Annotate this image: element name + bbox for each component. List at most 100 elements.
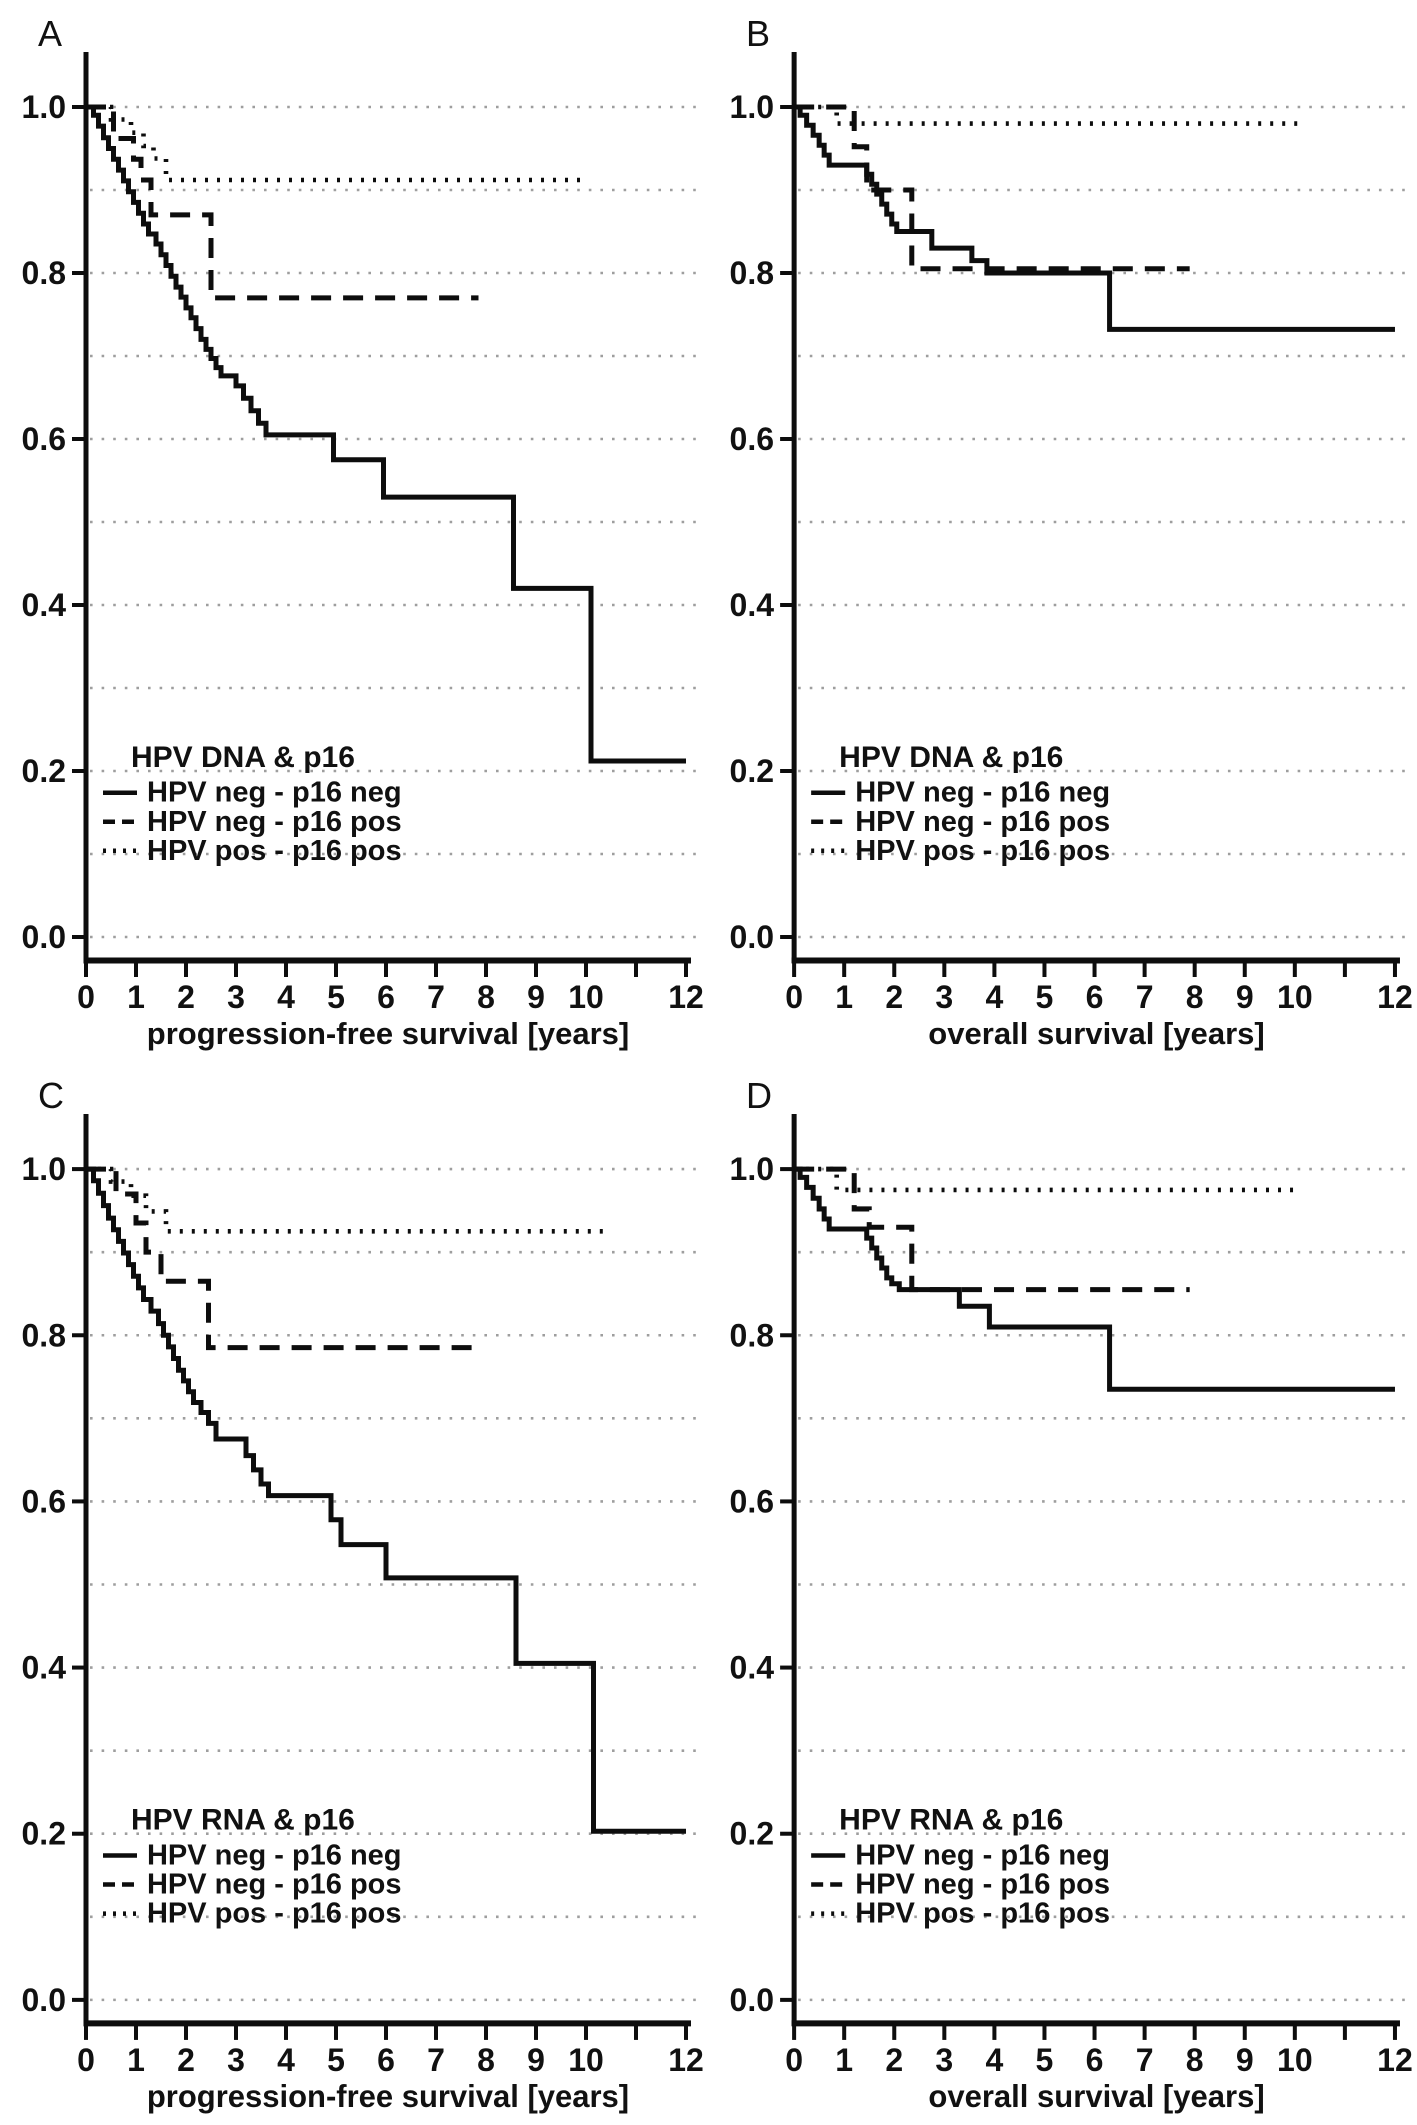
y-tick-label: 0.8 bbox=[22, 1317, 66, 1353]
panel-B-plot: 1.00.80.60.40.20.00 1 2 3 4 5 6 7 8 9 10 12overall … bbox=[730, 13, 1413, 1051]
legend-label: HPV pos - p16 pos bbox=[855, 1898, 1110, 1930]
y-tick-label: 0.2 bbox=[22, 1816, 66, 1852]
x-tick-label: 7 bbox=[427, 2042, 445, 2078]
x-tick-label: 4 bbox=[985, 979, 1003, 1015]
series-curve-hpv-neg-p16-neg bbox=[794, 104, 1395, 332]
y-tick-label: 0.0 bbox=[730, 1982, 775, 2018]
panel-A-plot: 1.00.80.60.40.20.00 1 2 3 4 5 6 7 8 9 10 12progress… bbox=[22, 13, 704, 1051]
series-curve-hpv-pos-p16-pos bbox=[86, 1166, 604, 1234]
y-tick-label: 0.6 bbox=[730, 421, 775, 457]
legend-label: HPV neg - p16 pos bbox=[147, 806, 402, 838]
series-curve-hpv-neg-p16-pos bbox=[794, 1166, 1190, 1293]
y-tick-label: 0.8 bbox=[730, 1317, 775, 1353]
x-tick-label: 3 bbox=[935, 2042, 953, 2078]
y-tick-label: 0.4 bbox=[730, 1650, 775, 1686]
series-curve-hpv-pos-p16-pos bbox=[794, 1166, 1298, 1193]
panel-letter: B bbox=[746, 13, 770, 54]
panel-letter: D bbox=[746, 1075, 772, 1116]
legend-label: HPV neg - p16 pos bbox=[855, 1869, 1110, 1901]
legend-label: HPV neg - p16 neg bbox=[855, 777, 1110, 809]
series-curve-hpv-neg-p16-pos bbox=[86, 1166, 479, 1351]
legend-title: HPV DNA & p16 bbox=[839, 741, 1063, 774]
x-tick-label: 9 bbox=[527, 2042, 545, 2078]
x-tick-label: 0 bbox=[785, 979, 803, 1015]
y-tick-label: 0.4 bbox=[22, 1650, 67, 1686]
x-tick-label: 5 bbox=[327, 979, 345, 1015]
y-tick-label: 1.0 bbox=[730, 1151, 775, 1187]
x-tick-label: 3 bbox=[935, 979, 953, 1015]
x-tick-label: 7 bbox=[427, 979, 445, 1015]
x-tick-label: 12 bbox=[1377, 979, 1413, 1015]
x-axis-title: overall survival [years] bbox=[928, 2079, 1264, 2114]
x-tick-label: 2 bbox=[177, 979, 195, 1015]
x-axis-title: progression-free survival [years] bbox=[147, 1016, 629, 1051]
legend-title: HPV DNA & p16 bbox=[131, 741, 355, 774]
legend-label: HPV neg - p16 pos bbox=[147, 1869, 401, 1901]
series-curve-hpv-neg-p16-neg bbox=[86, 1166, 686, 1834]
x-tick-label: 6 bbox=[1086, 2042, 1104, 2078]
x-tick-label: 12 bbox=[668, 979, 704, 1015]
x-tick-label: 10 bbox=[568, 979, 604, 1015]
y-tick-label: 1.0 bbox=[730, 89, 775, 125]
x-tick-label: 2 bbox=[885, 979, 903, 1015]
x-tick-label: 3 bbox=[227, 979, 245, 1015]
x-tick-label: 2 bbox=[177, 2042, 195, 2078]
legend-label: HPV pos - p16 pos bbox=[147, 1898, 401, 1930]
x-tick-label: 12 bbox=[668, 2042, 704, 2078]
y-tick-label: 0.0 bbox=[730, 919, 775, 955]
x-tick-label: 5 bbox=[327, 2042, 345, 2078]
series-curve-hpv-neg-p16-pos bbox=[794, 104, 1190, 272]
panel-A: 1.0 0.8 0.6 0.4 0.2 0.0 0 1 2 3 4 5 6 7 8 9 10 12 progress… bbox=[0, 0, 708, 1062]
x-tick-label: 8 bbox=[477, 2042, 495, 2078]
x-tick-label: 9 bbox=[1236, 979, 1254, 1015]
x-tick-label: 8 bbox=[1186, 979, 1204, 1015]
series-curve-hpv-pos-p16-pos bbox=[794, 104, 1298, 126]
x-tick-label: 10 bbox=[1277, 2042, 1313, 2078]
x-tick-label: 0 bbox=[785, 2042, 803, 2078]
series-curve-hpv-neg-p16-neg bbox=[86, 104, 686, 764]
y-tick-label: 0.6 bbox=[22, 1483, 66, 1519]
y-tick-label: 0.0 bbox=[22, 919, 66, 955]
x-tick-label: 4 bbox=[985, 2042, 1003, 2078]
x-tick-label: 9 bbox=[1236, 2042, 1254, 2078]
y-tick-label: 0.2 bbox=[22, 753, 66, 789]
legend-label: HPV neg - p16 neg bbox=[855, 1839, 1110, 1871]
panel-letter: A bbox=[38, 13, 62, 54]
panel-D: 1.0 0.8 0.6 0.4 0.2 0.0 0 1 2 3 4 5 6 7 8 9 10 12 overall … bbox=[708, 1062, 1417, 2125]
series-curve-hpv-pos-p16-pos bbox=[86, 104, 589, 183]
x-tick-label: 3 bbox=[227, 2042, 245, 2078]
y-tick-label: 1.0 bbox=[22, 1151, 66, 1187]
panel-letter: C bbox=[38, 1075, 64, 1116]
series-curve-hpv-neg-p16-neg bbox=[794, 1166, 1395, 1392]
x-tick-label: 12 bbox=[1377, 2042, 1413, 2078]
x-tick-label: 9 bbox=[527, 979, 545, 1015]
x-tick-label: 2 bbox=[885, 2042, 903, 2078]
panel-D-plot: 1.00.80.60.40.20.00 1 2 3 4 5 6 7 8 9 10 12overall … bbox=[730, 1075, 1413, 2114]
y-tick-label: 0.8 bbox=[22, 255, 66, 291]
y-tick-label: 0.6 bbox=[730, 1483, 775, 1519]
x-tick-label: 1 bbox=[835, 2042, 853, 2078]
legend-label: HPV neg - p16 neg bbox=[147, 777, 402, 809]
legend-label: HPV neg - p16 pos bbox=[855, 806, 1110, 838]
x-tick-label: 5 bbox=[1036, 979, 1054, 1015]
legend-title: HPV RNA & p16 bbox=[839, 1804, 1063, 1837]
panel-B: 1.0 0.8 0.6 0.4 0.2 0.0 0 1 2 3 4 5 6 7 8 9 10 12 overall … bbox=[708, 0, 1417, 1062]
y-tick-label: 0.2 bbox=[730, 753, 775, 789]
panel-C: 1.0 0.8 0.6 0.4 0.2 0.0 0 1 2 3 4 5 6 7 8 9 10 12 progress… bbox=[0, 1062, 708, 2125]
x-axis-title: progression-free survival [years] bbox=[147, 2079, 629, 2114]
x-tick-label: 8 bbox=[1186, 2042, 1204, 2078]
legend-title: HPV RNA & p16 bbox=[131, 1804, 355, 1837]
x-tick-label: 4 bbox=[277, 2042, 295, 2078]
x-tick-label: 6 bbox=[377, 979, 395, 1015]
x-tick-label: 5 bbox=[1036, 2042, 1054, 2078]
panel-C-plot: 1.00.80.60.40.20.00 1 2 3 4 5 6 7 8 9 10 12progress… bbox=[22, 1075, 704, 2114]
x-axis-title: overall survival [years] bbox=[928, 1016, 1264, 1051]
y-tick-label: 1.0 bbox=[22, 89, 66, 125]
y-tick-label: 0.4 bbox=[730, 587, 775, 623]
y-tick-label: 0.0 bbox=[22, 1982, 66, 2018]
x-tick-label: 8 bbox=[477, 979, 495, 1015]
x-tick-label: 1 bbox=[127, 979, 145, 1015]
legend-label: HPV pos - p16 pos bbox=[147, 835, 402, 867]
x-tick-label: 7 bbox=[1136, 2042, 1154, 2078]
